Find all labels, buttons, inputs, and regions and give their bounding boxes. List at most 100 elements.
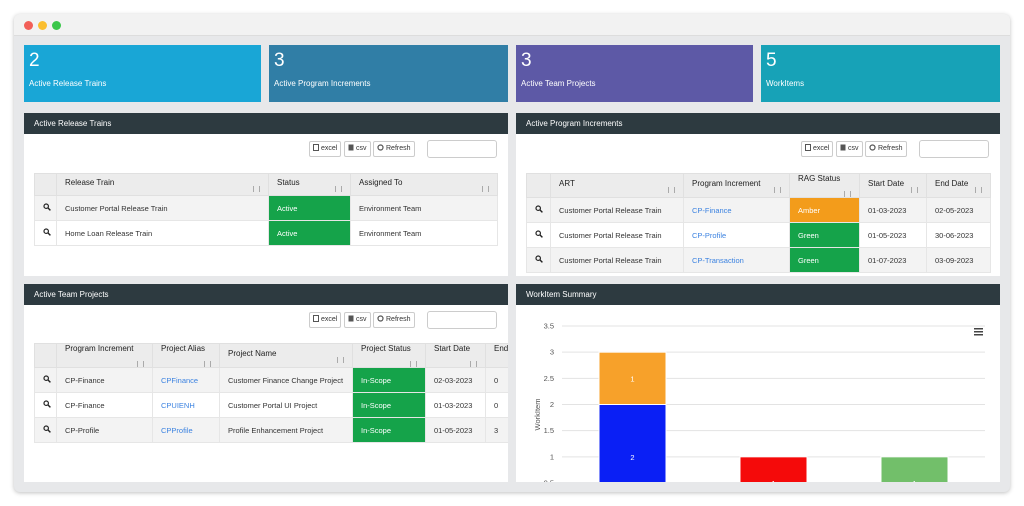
- search-input[interactable]: [919, 140, 989, 158]
- table-row: CP-Finance CPUIENH Customer Portal UI Proj…: [34, 392, 508, 418]
- button-label: Refresh: [386, 316, 411, 323]
- panel: Active Release Trains excel csv Refresh Rele…: [24, 113, 508, 276]
- table-row: Customer Portal Release Train CP-Finance A…: [526, 197, 991, 223]
- y-tick-label: 3.5: [544, 322, 554, 331]
- table-cell: Customer Portal Release Train: [550, 247, 684, 273]
- menu-icon[interactable]: [974, 328, 983, 336]
- view-icon[interactable]: [34, 220, 57, 246]
- column-header[interactable]: End Date: [485, 343, 508, 368]
- button-label: csv: [356, 316, 367, 323]
- minimize-dot[interactable]: [38, 21, 47, 30]
- button-label: Refresh: [878, 145, 903, 152]
- toolbar-button[interactable]: excel: [309, 312, 342, 328]
- icon-header: [34, 343, 57, 368]
- table-cell: Profile Enhancement Project: [219, 417, 353, 443]
- table-cell: 01-03-2023: [859, 197, 927, 223]
- view-icon[interactable]: [526, 222, 551, 248]
- toolbar-button[interactable]: excel: [309, 141, 342, 157]
- table-cell: 01-03-2023: [425, 392, 486, 418]
- close-dot[interactable]: [24, 21, 33, 30]
- status-cell: Active: [268, 220, 351, 246]
- search-input[interactable]: [427, 311, 497, 329]
- panel-title: Active Program Increments: [516, 113, 1000, 134]
- toolbar-button[interactable]: csv: [344, 141, 371, 157]
- status-cell: Amber: [789, 197, 860, 223]
- icon-header: [526, 173, 551, 198]
- view-icon[interactable]: [526, 197, 551, 223]
- table-cell: Environment Team: [350, 220, 498, 246]
- stat-value: 2: [29, 50, 40, 71]
- table-row: Home Loan Release Train Active Environment…: [34, 220, 498, 246]
- column-header[interactable]: Project Status: [352, 343, 426, 368]
- toolbar-button[interactable]: Refresh: [373, 312, 415, 328]
- button-label: csv: [356, 145, 367, 152]
- column-header[interactable]: Project Name: [219, 343, 353, 368]
- toolbar-button[interactable]: Refresh: [865, 141, 907, 157]
- view-icon[interactable]: [34, 195, 57, 221]
- header-row: Release Train Status Assigned To: [34, 173, 498, 196]
- link-cell[interactable]: CPFinance: [152, 367, 220, 393]
- stat-label: Active Program Increments: [274, 79, 371, 88]
- column-header[interactable]: Program Increment: [683, 173, 790, 198]
- column-header[interactable]: Assigned To: [350, 173, 498, 196]
- view-icon[interactable]: [526, 247, 551, 273]
- status-cell: In-Scope: [352, 392, 426, 418]
- table-cell: 3: [485, 417, 508, 443]
- stat-value: 3: [274, 50, 285, 71]
- plot: 2 1 1 1: [598, 351, 949, 482]
- toolbar-button[interactable]: Refresh: [373, 141, 415, 157]
- toolbar-button[interactable]: csv: [344, 312, 371, 328]
- column-header[interactable]: Project Alias: [152, 343, 220, 368]
- table-row: CP-Finance CPFinance Customer Finance Chan…: [34, 367, 508, 393]
- column-header[interactable]: Start Date: [425, 343, 486, 368]
- table-cell: 03-09-2023: [926, 247, 991, 273]
- button-label: excel: [321, 316, 338, 323]
- status-cell: Active: [268, 195, 351, 221]
- view-icon[interactable]: [34, 392, 57, 418]
- table-cell: Customer Portal UI Project: [219, 392, 353, 418]
- stat-value: 3: [521, 50, 532, 71]
- search-input[interactable]: [427, 140, 497, 158]
- table-row: Customer Portal Release Train CP-Transact…: [526, 247, 991, 273]
- view-icon[interactable]: [34, 417, 57, 443]
- table-cell: 0: [485, 392, 508, 418]
- link-cell[interactable]: CPProfile: [152, 417, 220, 443]
- table-cell: Environment Team: [350, 195, 498, 221]
- column-header[interactable]: ART: [550, 173, 684, 198]
- maximize-dot[interactable]: [52, 21, 61, 30]
- stat-card: 5 WorkItems: [761, 45, 1000, 102]
- toolbar-button[interactable]: csv: [836, 141, 863, 157]
- bar: [598, 404, 667, 482]
- button-label: excel: [321, 145, 338, 152]
- column-header[interactable]: Status: [268, 173, 351, 196]
- data-table: Release Train Status Assigned To Customer P…: [34, 173, 498, 246]
- column-header[interactable]: End Date: [926, 173, 991, 198]
- column-header[interactable]: Program Increment: [56, 343, 153, 368]
- column-header[interactable]: Release Train: [56, 173, 269, 196]
- stat-card: 3 Active Program Increments: [269, 45, 508, 102]
- table-cell: Customer Portal Release Train: [550, 222, 684, 248]
- link-cell[interactable]: CP-Finance: [683, 197, 790, 223]
- table-cell: CP-Finance: [56, 367, 153, 393]
- button-label: Refresh: [386, 145, 411, 152]
- button-label: excel: [813, 145, 830, 152]
- column-header[interactable]: Start Date: [859, 173, 927, 198]
- toolbar-button[interactable]: excel: [801, 141, 834, 157]
- panel: WorkItem Summary 0.5 1 1.5 2 2.5 3 3.5 WorkItem…: [516, 284, 1000, 482]
- table-cell: 01-05-2023: [859, 222, 927, 248]
- stat-label: Active Release Trains: [29, 79, 107, 88]
- data-label: 1: [771, 479, 775, 482]
- data-table: ART Program Increment RAG Status Start Date…: [526, 173, 991, 273]
- table-row: CP-Profile CPProfile Profile Enhancement P…: [34, 417, 508, 443]
- stat-label: WorkItems: [766, 79, 805, 88]
- bar: [880, 456, 949, 482]
- link-cell[interactable]: CPUIENH: [152, 392, 220, 418]
- stat-card: 3 Active Team Projects: [516, 45, 753, 102]
- link-cell[interactable]: CP-Transaction: [683, 247, 790, 273]
- view-icon[interactable]: [34, 367, 57, 393]
- panel: Active Program Increments excel csv Refresh…: [516, 113, 1000, 276]
- status-cell: In-Scope: [352, 417, 426, 443]
- link-cell[interactable]: CP-Profile: [683, 222, 790, 248]
- column-header[interactable]: RAG Status: [789, 173, 860, 198]
- stat-card: 2 Active Release Trains: [24, 45, 261, 102]
